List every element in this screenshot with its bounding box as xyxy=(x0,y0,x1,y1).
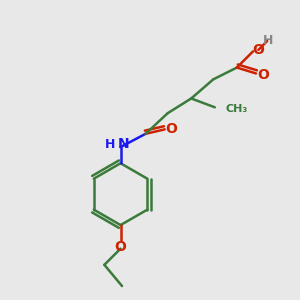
Text: O: O xyxy=(165,122,177,136)
Text: O: O xyxy=(257,68,269,82)
Text: N: N xyxy=(118,137,129,151)
Text: O: O xyxy=(115,240,127,254)
Text: H: H xyxy=(105,138,116,151)
Text: CH₃: CH₃ xyxy=(225,104,247,114)
Text: H: H xyxy=(262,34,273,47)
Text: O: O xyxy=(252,43,264,57)
